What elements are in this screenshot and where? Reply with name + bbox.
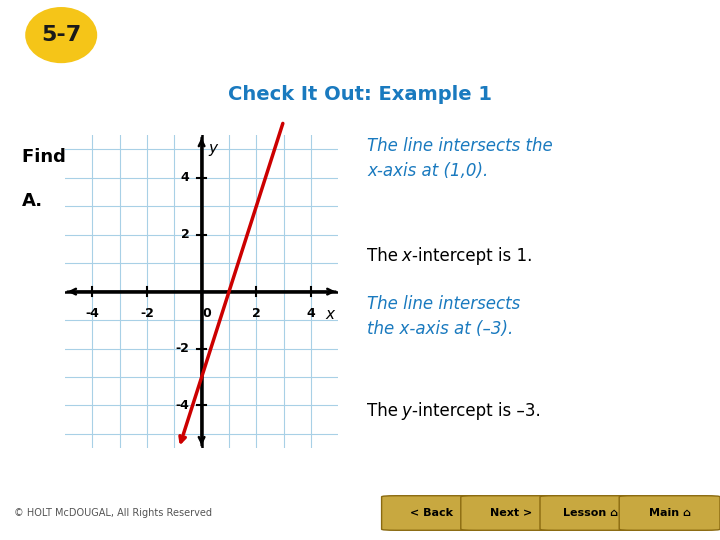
- Text: Lesson ⌂: Lesson ⌂: [563, 508, 618, 518]
- Ellipse shape: [25, 7, 97, 63]
- FancyBboxPatch shape: [382, 496, 482, 530]
- Text: -intercept is –3.: -intercept is –3.: [412, 402, 541, 420]
- Text: - and: - and: [126, 148, 184, 166]
- FancyBboxPatch shape: [619, 496, 720, 530]
- Text: The: The: [367, 402, 403, 420]
- Text: Find the: Find the: [22, 148, 112, 166]
- Text: The: The: [367, 247, 403, 265]
- Text: -2: -2: [140, 307, 154, 320]
- Text: Check It Out: Example 1: Check It Out: Example 1: [228, 85, 492, 104]
- Text: -intercept is 1.: -intercept is 1.: [412, 247, 533, 265]
- Text: 5-7: 5-7: [41, 25, 81, 45]
- FancyBboxPatch shape: [461, 496, 562, 530]
- Text: Slope-Intercept Form: Slope-Intercept Form: [137, 21, 501, 50]
- Text: -2: -2: [176, 342, 189, 355]
- Text: 4: 4: [181, 171, 189, 184]
- Text: 2: 2: [252, 307, 261, 320]
- Text: x: x: [325, 307, 335, 322]
- Text: A.: A.: [22, 192, 42, 210]
- Text: © HOLT McDOUGAL, All Rights Reserved: © HOLT McDOUGAL, All Rights Reserved: [14, 508, 212, 518]
- Text: 2: 2: [181, 228, 189, 241]
- Text: The line intersects the
x-axis at (1,0).: The line intersects the x-axis at (1,0).: [367, 137, 553, 180]
- Text: x: x: [402, 247, 411, 265]
- Text: Next >: Next >: [490, 508, 532, 518]
- Text: < Back: < Back: [410, 508, 454, 518]
- FancyBboxPatch shape: [540, 496, 641, 530]
- Text: 4: 4: [307, 307, 315, 320]
- Text: y: y: [402, 402, 411, 420]
- Text: -intercepts.: -intercepts.: [211, 148, 329, 166]
- Text: y: y: [209, 141, 217, 156]
- Text: 0: 0: [203, 307, 212, 320]
- Text: -4: -4: [176, 399, 189, 412]
- Text: -4: -4: [85, 307, 99, 320]
- Text: y: y: [197, 148, 208, 166]
- Text: Main ⌂: Main ⌂: [649, 508, 690, 518]
- Text: The line intersects
the x-axis at (–3).: The line intersects the x-axis at (–3).: [367, 295, 521, 338]
- Text: x: x: [112, 148, 123, 166]
